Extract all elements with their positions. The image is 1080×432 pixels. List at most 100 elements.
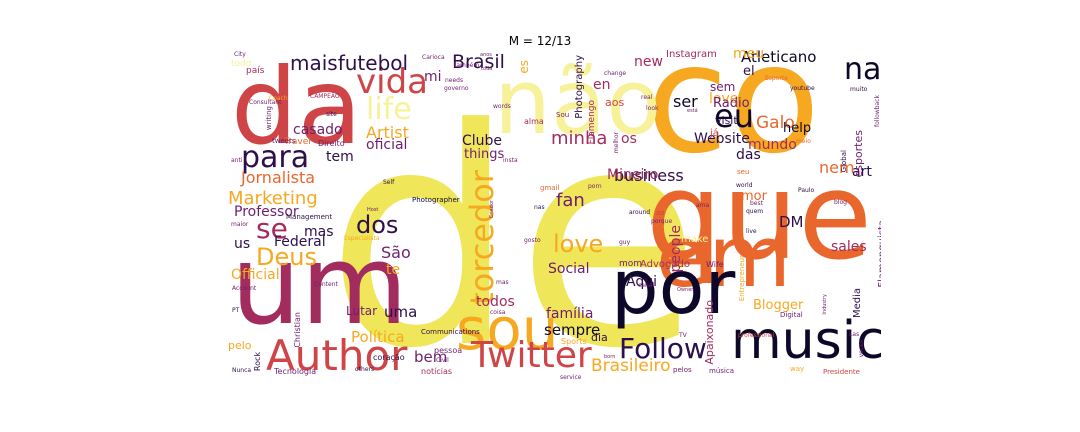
cloud-word: tweets [272,137,296,145]
cloud-word: Travel [284,137,311,147]
word-cloud: de co que da não um em por sou music Author Twitter… [226,50,881,382]
cloud-word: sempre [544,321,601,339]
cloud-word: visit [715,114,738,127]
cloud-word: Content [314,281,338,288]
cloud-word: Política [351,328,405,346]
cloud-word: Instagram [666,50,717,60]
cloud-word: na [844,52,881,87]
cloud-word: Photography [574,55,585,119]
cloud-word: Sou [556,111,570,119]
cloud-word: coisa [490,309,506,316]
cloud-word: muito [850,86,868,93]
cloud-word: others [355,366,375,373]
cloud-word: around [629,209,651,216]
cloud-word: world [736,182,753,189]
cloud-word: pelo [228,339,252,352]
cloud-word: es [517,60,531,74]
cloud-word: por [611,243,736,331]
cloud-word: make [681,234,709,245]
cloud-word: canal [638,282,655,289]
cloud-word: os [621,131,637,147]
cloud-word: real [641,94,653,101]
cloud-word: Presidente [823,368,860,376]
cloud-word: alma [524,117,544,126]
cloud-word: nem [819,158,855,177]
cloud-word: Especialista [344,235,380,242]
cloud-word: Follow [619,332,707,365]
cloud-word: não [494,50,662,155]
cloud-word: insta [503,157,518,164]
cloud-word: business [614,166,684,185]
cloud-word: para [241,140,310,175]
cloud-word: casado [293,122,343,138]
cloud-word: veces [858,340,865,358]
cloud-word: Nunca [232,367,252,374]
cloud-word: Jornalista [241,168,316,187]
cloud-word: te [386,262,401,278]
cloud-word: Self [383,179,395,186]
cloud-word: governo [444,85,469,92]
cloud-word: ama [696,202,710,209]
cloud-word: Christian [293,312,302,348]
cloud-word: Coach [269,95,288,102]
cloud-word: mundo [748,137,797,153]
cloud-word: Federal [274,234,326,250]
cloud-word: site [326,111,337,118]
cloud-word: um [231,221,408,349]
cloud-word: anos [480,52,492,58]
cloud-word: en [593,77,611,93]
cloud-word: nas [534,204,545,211]
cloud-word: vida [356,62,428,102]
cloud-word: anti [231,157,243,164]
cloud-word: Photographer [412,196,460,204]
cloud-word: toda [481,66,493,72]
cloud-word: país [246,66,265,76]
cloud-word: aos [605,96,625,109]
cloud-word: us [234,236,251,252]
cloud-word: ser [673,92,698,111]
cloud-word: lover [709,91,745,107]
cloud-word: art [852,164,872,180]
cloud-word: Tecnologia [274,367,317,376]
cloud-word: Lutar [346,304,378,318]
cloud-word: eu [714,97,754,135]
cloud-word: São [381,243,411,262]
cloud-word: Website [694,131,750,147]
cloud-word: Artist [366,123,409,142]
cloud-word: City [234,51,246,58]
cloud-word: já [710,128,719,139]
cloud-word: help [783,121,812,136]
cloud-word: needs [445,77,464,84]
cloud-word: Brasileiro [591,356,671,376]
cloud-word: maisfutebol [290,51,409,75]
cloud-word: sales [831,239,867,255]
cloud-word: esportes [852,130,865,178]
cloud-word: co [646,50,821,187]
cloud-word: words [493,103,511,110]
cloud-word: da [231,50,362,168]
cloud-word: maior [231,221,249,228]
cloud-word: Radio [713,96,750,111]
cloud-word: TV [679,332,687,339]
cloud-word: porn [588,183,602,190]
cloud-word: Apaixonado [703,300,716,365]
cloud-word: love [553,230,604,258]
cloud-word: meu [733,50,765,62]
cloud-word: dia [591,331,608,344]
cloud-word: pelos [673,366,692,374]
cloud-word: em [656,208,792,307]
cloud-word: melhor [613,132,620,154]
cloud-word: que [646,148,873,287]
cloud-word: new [634,54,663,70]
cloud-word: change [604,70,627,77]
cloud-word: torcedor [463,170,501,305]
cloud-word: el [743,64,755,79]
cloud-word: Consultant [249,99,282,106]
cloud-word: gosto [524,237,541,244]
cloud-word: look [646,105,659,112]
cloud-word: Mineiro [607,167,659,183]
cloud-word: CAMPEÃO [310,93,340,100]
cloud-word: porque [651,218,673,225]
cloud-word: Aqui [626,274,657,290]
cloud-word: das [736,147,761,163]
